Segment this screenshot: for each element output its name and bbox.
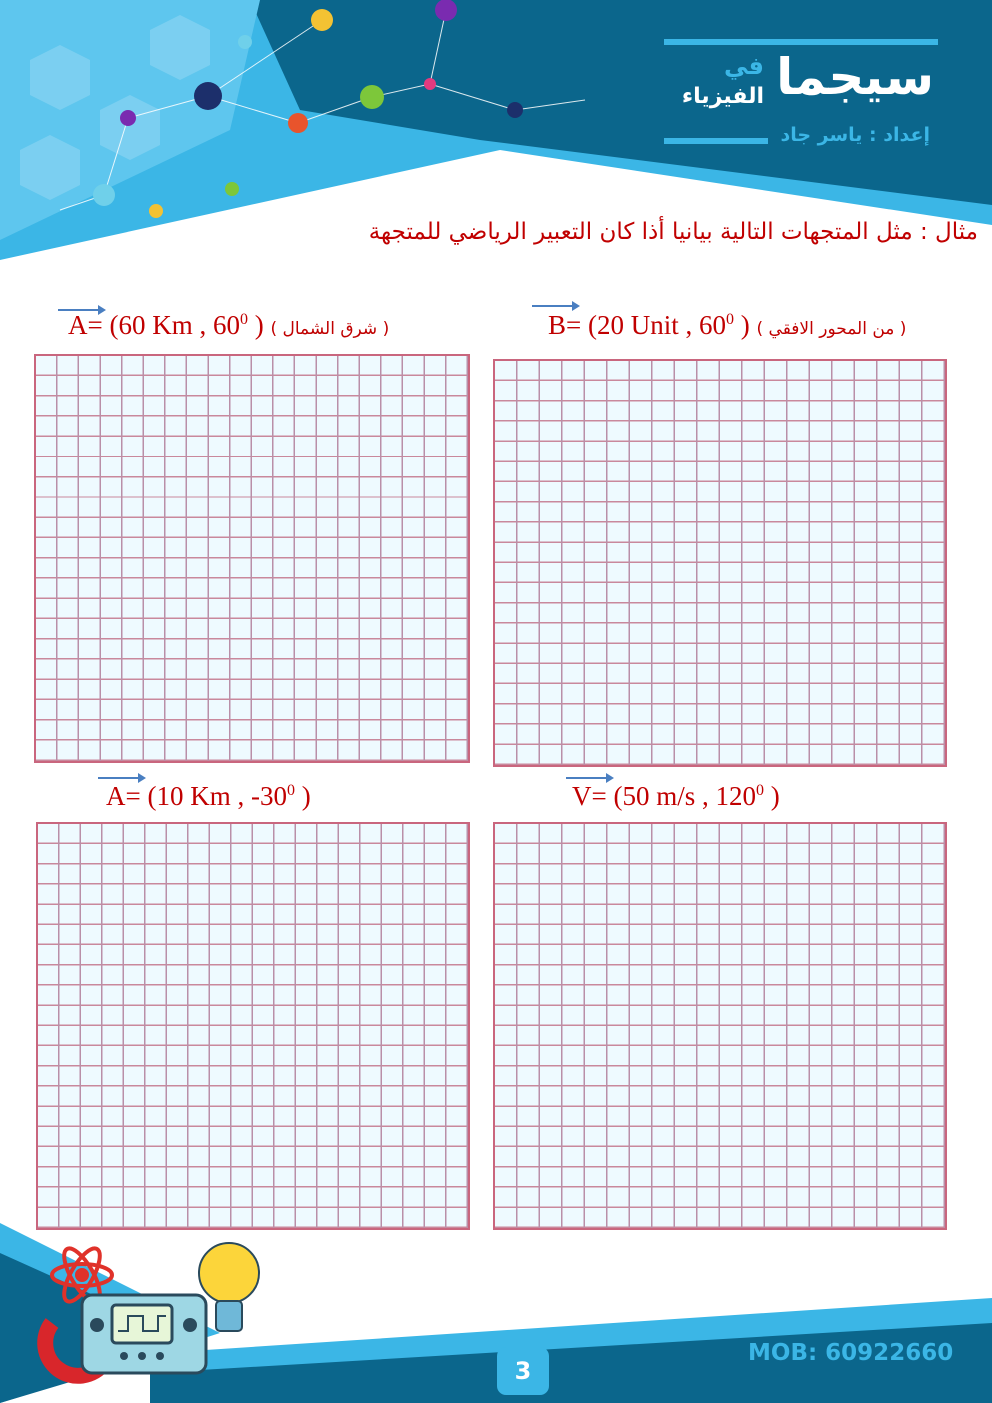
graph-grid-4[interactable]	[493, 822, 947, 1230]
vector-close: )	[733, 310, 757, 340]
graph-grid-2[interactable]	[493, 359, 947, 767]
degree-superscript: 0	[286, 782, 295, 799]
brand-logo-fi: في	[724, 52, 764, 80]
vector-expression: A= (10 Km , -30	[106, 781, 287, 811]
degree-superscript: 0	[725, 311, 734, 328]
exercise-3-label: A= (10 Km , -300 )	[106, 781, 311, 812]
vector-expression: B= (20 Unit , 60	[548, 310, 726, 340]
light-bulb-icon	[198, 1242, 260, 1332]
oscilloscope-icon	[80, 1293, 208, 1375]
vector-close: )	[247, 310, 271, 340]
page-number-badge: 3	[497, 1347, 549, 1395]
vector-arrow-icon	[532, 301, 580, 311]
exercise-1-label: A= (60 Km , 600 ) ( شرق الشمال )	[68, 310, 389, 341]
vector-arrow-icon	[58, 305, 106, 315]
header-bottom-bar	[664, 138, 768, 144]
direction-note: ( شرق الشمال )	[270, 319, 390, 339]
vector-expression: A= (60 Km , 60	[68, 310, 240, 340]
exercise-2-label: B= (20 Unit , 600 ) ( من المحور الافقي )	[548, 310, 906, 341]
header-top-bar	[664, 39, 938, 45]
vector-close: )	[294, 781, 311, 811]
header-banner	[0, 0, 992, 260]
brand-logo-text: سيجما	[776, 48, 934, 106]
direction-note: ( من المحور الافقي )	[756, 319, 907, 339]
graph-grid-1[interactable]	[34, 354, 470, 763]
hexagon-pattern	[20, 15, 210, 200]
vector-close: )	[763, 781, 780, 811]
vector-arrow-icon	[98, 773, 146, 783]
graph-grid-3[interactable]	[36, 822, 470, 1230]
footer-banner	[0, 1223, 992, 1403]
vector-arrow-icon	[566, 773, 614, 783]
brand-logo-subject: الفيزياء	[681, 84, 764, 109]
mobile-number: MOB: 60922660	[748, 1340, 954, 1366]
instruction-text: مثال : مثل المتجهات التالية بيانيا أذا ك…	[368, 219, 979, 245]
author-credit: إعداد : ياسر جاد	[780, 124, 930, 146]
degree-superscript: 0	[239, 311, 248, 328]
vector-expression: V= (50 m/s , 120	[572, 781, 756, 811]
degree-superscript: 0	[755, 782, 764, 799]
exercise-4-label: V= (50 m/s , 1200 )	[572, 781, 780, 812]
